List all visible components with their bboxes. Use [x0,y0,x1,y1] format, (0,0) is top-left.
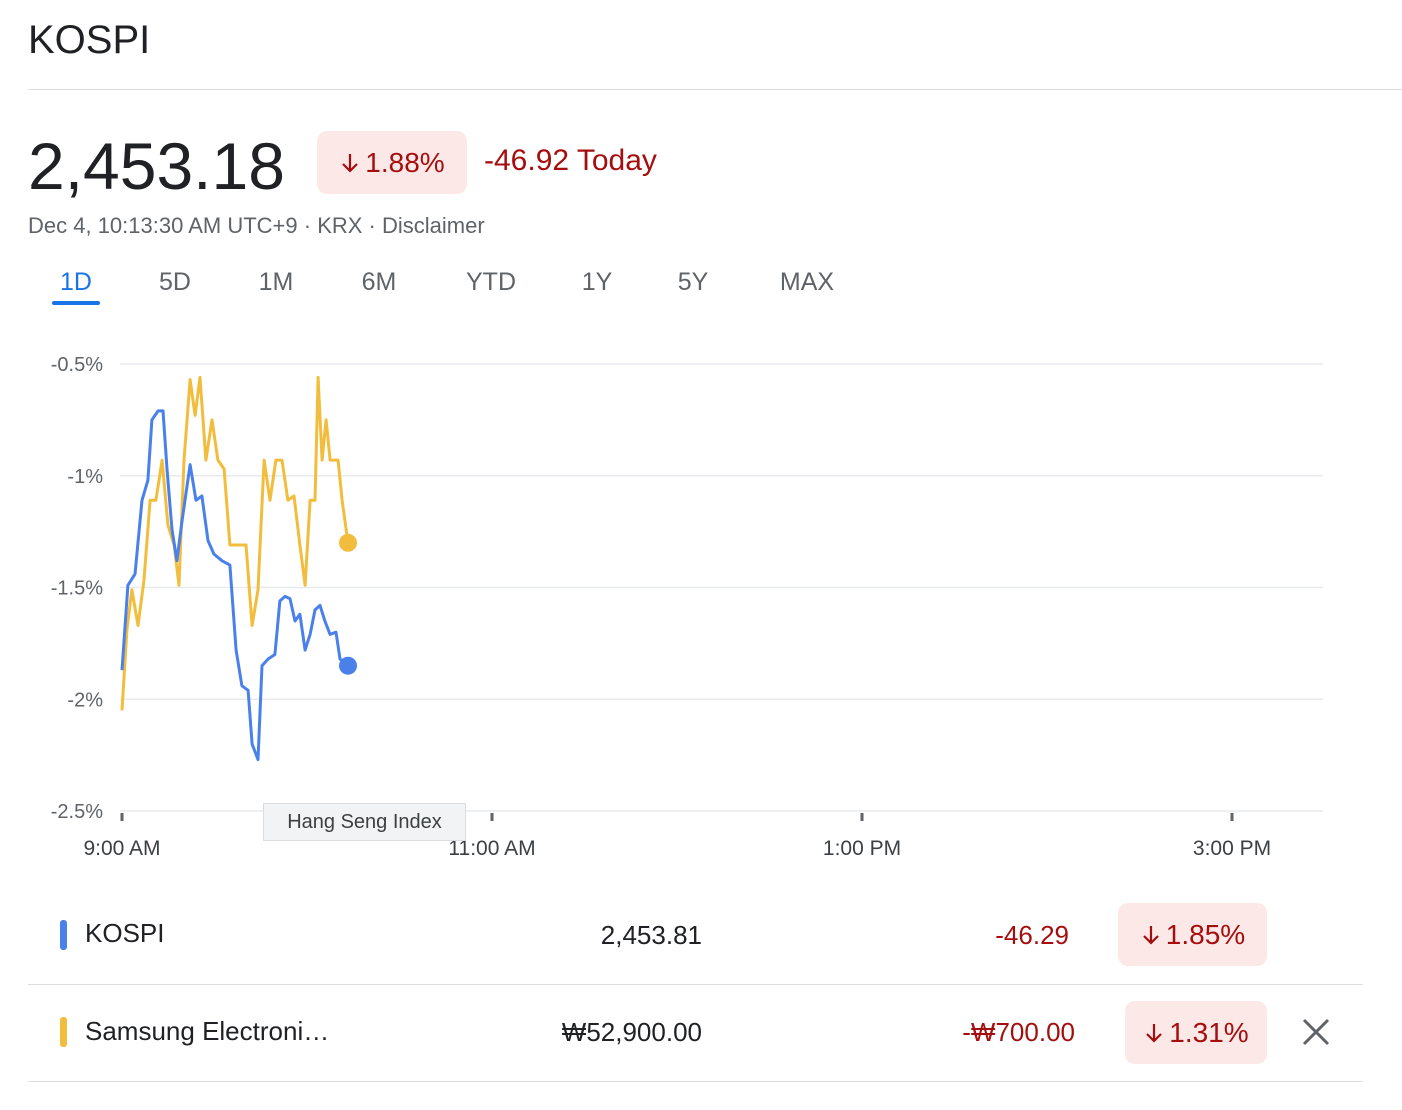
row-change: -₩700.00 [962,1017,1075,1047]
last-point [339,656,358,675]
y-tick-label: -0.5% [51,354,103,376]
row-pill: 1.85% [1118,903,1267,966]
row-change-percent: 1.31% [1169,1016,1249,1048]
series-line [120,409,349,762]
y-tick-label: -1% [67,466,103,488]
down-arrow [342,153,359,173]
price: 2,453.18 [28,129,285,203]
x-tick-label: 1:00 PM [823,837,901,860]
range-tab[interactable]: MAX [779,268,835,296]
x-tick-label: 3:00 PM [1193,837,1271,860]
last-point [339,533,358,552]
y-tick-label: -1.5% [51,578,103,600]
remove-button[interactable] [1300,1016,1332,1048]
divider [28,984,1363,985]
divider [28,1081,1363,1082]
row-change: -46.29 [995,920,1069,950]
row-name: KOSPI [85,918,165,948]
divider [28,89,1402,90]
series-color [60,920,67,950]
row-pill: 1.31% [1125,1001,1267,1064]
range-tab[interactable]: 5Y [677,268,709,296]
series-line [120,375,350,711]
page-title: KOSPI [28,18,151,62]
tooltip: Hang Seng Index [263,803,466,841]
chart: -0.5% -1% -1.5% -2% -2.5% 9:00 AM 11:00 AM 1:00… [51,354,1323,860]
x-tick-label: 9:00 AM [83,837,160,860]
range-tab[interactable]: 1D [60,268,92,296]
range-tab[interactable]: 6M [361,268,397,296]
series-color [60,1017,67,1047]
tab-underline [52,301,100,305]
y-tick-label: -2.5% [51,801,103,823]
range-tab[interactable]: YTD [466,268,516,296]
change: -46.92 Today [484,144,657,177]
range-tab[interactable]: 5D [159,268,191,296]
row-price: ₩52,900.00 [561,1017,702,1047]
row-name: Samsung Electroni… [85,1016,330,1046]
y-tick-label: -2% [67,689,103,711]
row-price: 2,453.81 [600,920,702,950]
down-arrow [1146,1023,1163,1043]
range-tab[interactable]: 1Y [581,268,613,296]
change-percent: 1.88% [365,146,445,178]
change-pill: 1.88% [317,131,467,194]
row-change-percent: 1.85% [1165,918,1246,950]
down-arrow [1143,925,1159,945]
quote-meta: Dec 4, 10:13:30 AM UTC+9 · KRX · Disclai… [28,213,485,238]
x-tick-label: 11:00 AM [448,837,535,860]
range-tab[interactable]: 1M [258,268,294,296]
